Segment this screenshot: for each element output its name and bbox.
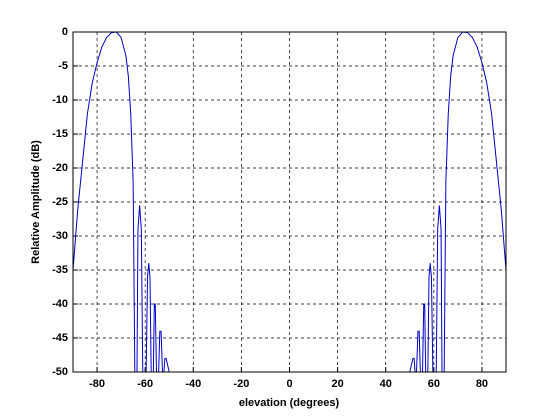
y-tick-label: -35 bbox=[52, 264, 68, 276]
x-tick-label: 40 bbox=[380, 378, 392, 390]
y-tick-label: -30 bbox=[52, 230, 68, 242]
y-axis-label: Relative Amplitude (dB) bbox=[30, 140, 42, 264]
y-tick-label: -5 bbox=[58, 60, 68, 72]
x-tick-label: 60 bbox=[428, 378, 440, 390]
x-tick-label: -20 bbox=[233, 378, 249, 390]
y-tick-label: -25 bbox=[52, 196, 68, 208]
x-tick-label: -60 bbox=[137, 378, 153, 390]
y-tick-label: -20 bbox=[52, 162, 68, 174]
x-tick-label: -40 bbox=[185, 378, 201, 390]
y-tick-label: -50 bbox=[52, 366, 68, 378]
x-tick-label: -80 bbox=[89, 378, 105, 390]
x-tick-label: 0 bbox=[286, 378, 292, 390]
y-tick-label: -45 bbox=[52, 332, 68, 344]
x-tick-label: 20 bbox=[331, 378, 343, 390]
y-tick-label: -15 bbox=[52, 128, 68, 140]
x-axis-label: elevation (degrees) bbox=[239, 397, 340, 409]
y-tick-label: -10 bbox=[52, 94, 68, 106]
y-tick-label: 0 bbox=[62, 26, 68, 38]
plot-frame bbox=[72, 31, 507, 373]
y-tick-label: -40 bbox=[52, 298, 68, 310]
x-tick-label: 80 bbox=[476, 378, 488, 390]
